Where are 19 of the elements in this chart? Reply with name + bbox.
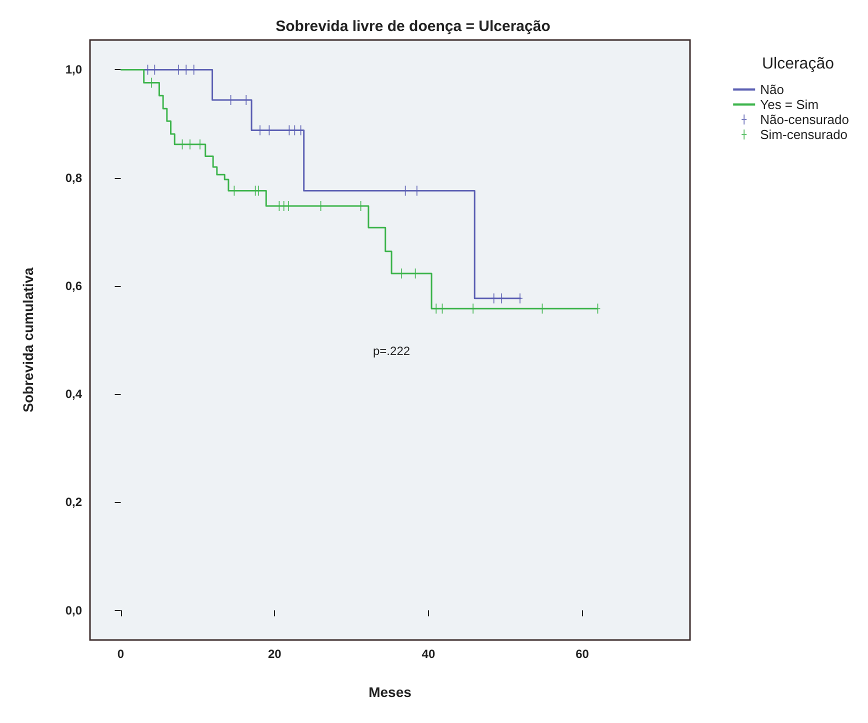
x-axis-title: Meses [368,684,412,700]
y-axis-title: Sobrevida cumulativa [20,267,36,412]
y-tick-label: 0,4 [65,387,82,402]
x-tick-label: 60 [576,647,590,661]
y-tick-label: 0,0 [65,603,82,618]
legend-label: Sim-censurado [760,127,848,142]
y-tick-label: 0,8 [65,170,82,185]
y-tick-label: 0,2 [65,495,82,510]
y-tick-label: 0,6 [65,278,82,293]
legend-label: Yes = Sim [760,97,819,112]
x-tick-label: 20 [268,647,282,661]
x-tick-label: 40 [422,647,436,661]
y-tick-label: 1,0 [65,62,82,77]
legend-label: Não [760,82,784,97]
legend-title: Ulceração [762,56,834,72]
chart-title: Sobrevida livre de doença = Ulceração [276,18,550,35]
annotation: p=.222 [373,344,410,358]
legend-label: Não-censurado [760,112,850,127]
x-tick-label: 0 [117,647,124,661]
